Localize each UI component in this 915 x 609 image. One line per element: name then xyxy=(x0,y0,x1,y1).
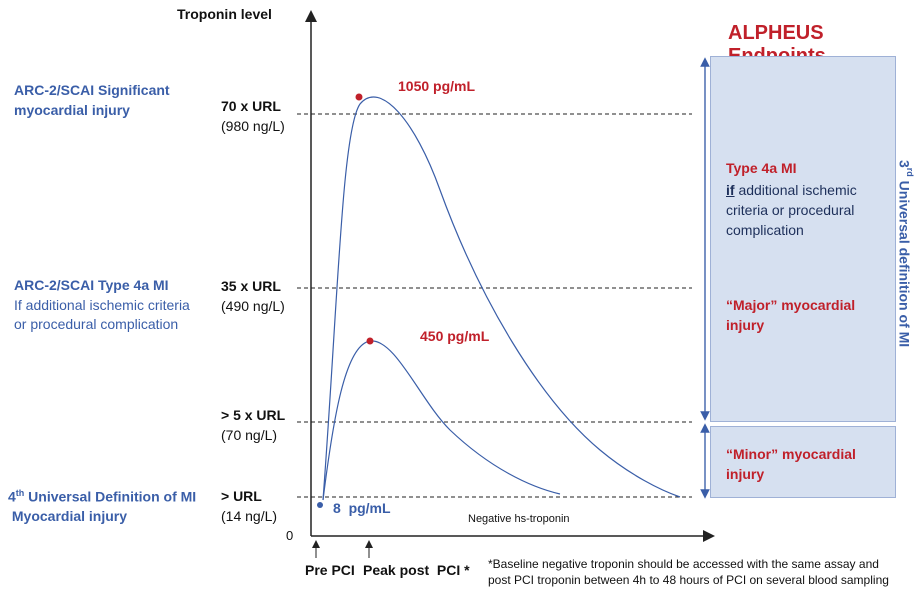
minor-endpoint-box xyxy=(710,426,896,498)
endpoint-type4a-title: Type 4a MI xyxy=(726,160,797,176)
level-35x-sub: (490 ng/L) xyxy=(221,298,285,314)
label-type4a-title: ARC-2/SCAI Type 4a MI xyxy=(14,277,169,293)
peak-low-dot xyxy=(366,337,374,345)
curve-major xyxy=(322,96,681,501)
peak-high-label: 1050 pg/mL xyxy=(398,78,476,94)
baseline-dot xyxy=(317,502,323,508)
x-label-pre-pci: Pre PCI xyxy=(305,562,355,578)
level-url-sub: (14 ng/L) xyxy=(221,508,278,524)
footnote: *Baseline negative troponin should be ac… xyxy=(488,557,889,587)
baseline-label: 8 pg/mL xyxy=(333,500,391,516)
y-axis-label: Troponin level xyxy=(177,6,272,22)
level-35x-label: 35 x URL xyxy=(221,278,281,294)
label-type4a-desc: If additional ischemic criteria or proce… xyxy=(14,297,190,332)
level-5x-sub: (70 ng/L) xyxy=(221,427,278,443)
endpoint-major-label: “Major” myocardial injury xyxy=(726,297,856,333)
peak-high-dot xyxy=(355,93,363,101)
level-url-label: > URL xyxy=(221,488,262,504)
curve-minor xyxy=(322,340,561,501)
major-endpoint-box xyxy=(710,56,896,422)
level-70x-label: 70 x URL xyxy=(221,98,281,114)
peak-low-label: 450 pg/mL xyxy=(420,328,490,344)
level-5x-label: > 5 x URL xyxy=(221,407,286,423)
endpoint-type4a-desc: if additional ischemic criteria or proce… xyxy=(726,182,857,238)
level-70x-sub: (980 ng/L) xyxy=(221,118,285,134)
label-significant-injury: ARC-2/SCAI Significant myocardial injury xyxy=(14,82,170,118)
x-label-peak-post-pci: Peak post PCI * xyxy=(363,562,470,578)
label-myocardial-injury: Myocardial injury xyxy=(8,508,128,524)
third-universal-definition-label: 3rd Universal definition of MI xyxy=(896,160,915,348)
label-fourth-universal: 4th Universal Definition of MI xyxy=(8,488,197,505)
endpoint-minor-label: “Minor” myocardial injury xyxy=(726,446,856,482)
origin-label: 0 xyxy=(286,528,294,543)
negative-troponin-label: Negative hs-troponin xyxy=(468,513,570,525)
